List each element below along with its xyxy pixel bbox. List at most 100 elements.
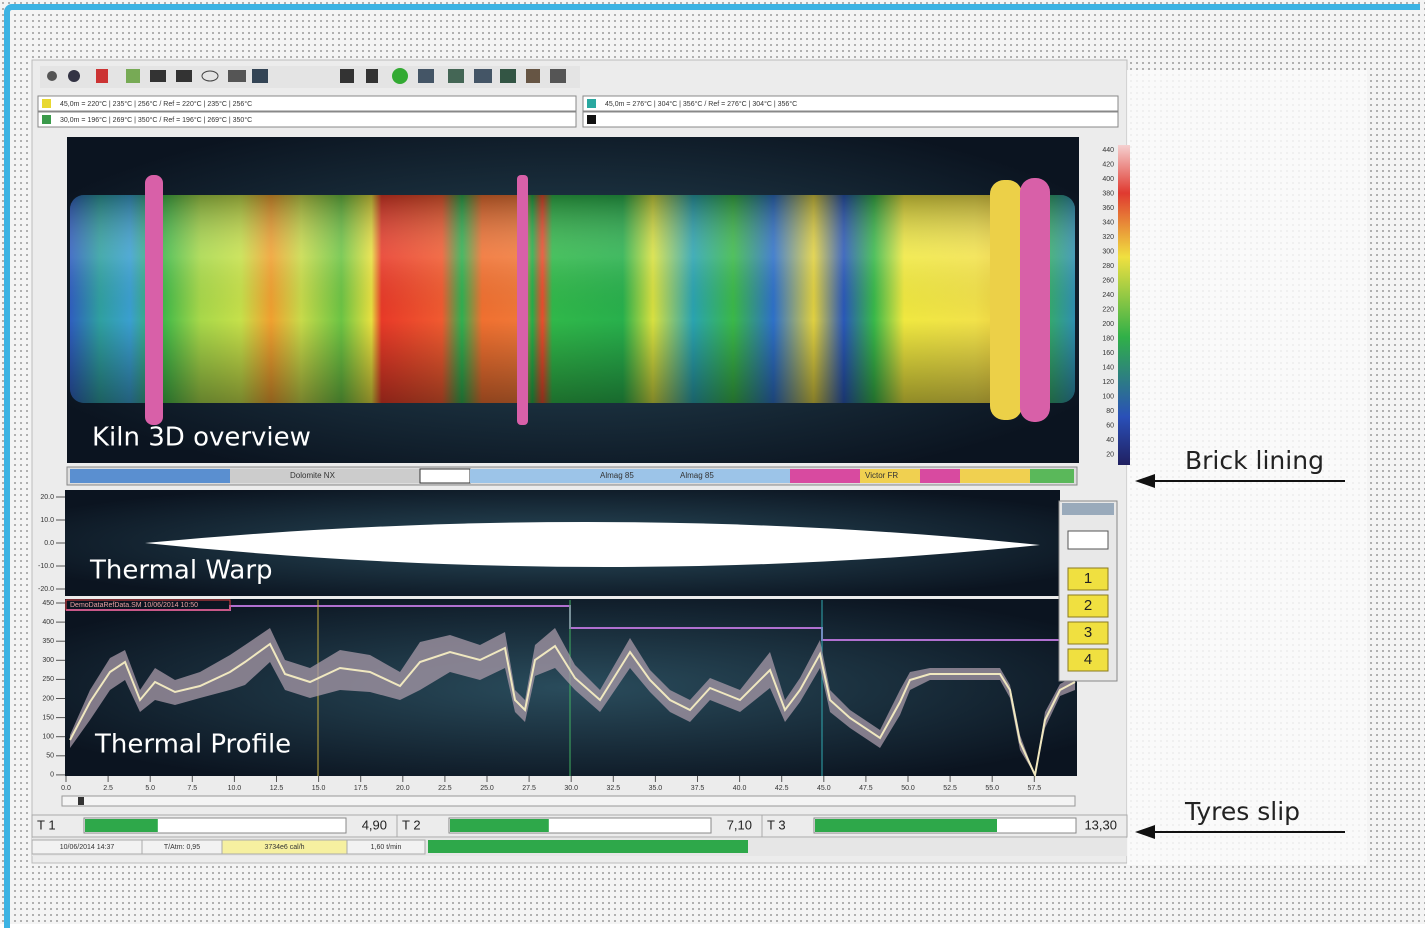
profile-y-tick-label: 350: [42, 638, 54, 645]
zone-button-label[interactable]: 1: [1084, 570, 1092, 587]
brick-lining-strip: Dolomite NX Almag 85 Almag 85 Victor FR: [67, 467, 1077, 485]
profile-header: DemoDataRefData.SM 10/06/2014 10:50: [70, 602, 198, 609]
profile-y-tick-label: 300: [42, 657, 54, 664]
legend-text: 45,0m = 220°C | 235°C | 256°C / Ref = 22…: [60, 100, 252, 108]
brick-label: Victor FR: [865, 471, 898, 480]
scale-tick-label: 100: [1102, 393, 1114, 400]
scale-tick-label: 140: [1102, 364, 1114, 371]
zone-button-label[interactable]: 4: [1084, 651, 1092, 668]
panel-label: Kiln 3D overview: [92, 423, 311, 453]
tool-icon[interactable]: [550, 69, 566, 83]
tyre-ring: [1020, 178, 1050, 422]
slip-value: 7,10: [727, 817, 752, 832]
brick-zone: [960, 469, 1030, 483]
toolbar: [40, 66, 580, 88]
kiln-3d-panel: Kiln 3D overview 44042040038036034032030…: [67, 137, 1130, 465]
legend-swatch: [587, 115, 596, 124]
scale-tick-label: 420: [1102, 161, 1114, 168]
tool-icon[interactable]: [176, 70, 192, 82]
profile-x-tick-label: 20.0: [396, 785, 410, 792]
brick-label: Almag 85: [680, 471, 714, 480]
tyre-ring: [517, 175, 528, 425]
toolbar-bg: [40, 66, 580, 88]
zone-button-label[interactable]: 3: [1084, 624, 1092, 641]
scale-tick-label: 320: [1102, 234, 1114, 241]
scale-tick-label: 280: [1102, 263, 1114, 270]
profile-x-tick-label: 12.5: [270, 785, 284, 792]
brick-label: Dolomite NX: [290, 471, 336, 480]
tool-icon[interactable]: [448, 69, 464, 83]
slip-label: T 1: [37, 817, 56, 832]
profile-x-tick-label: 15.0: [312, 785, 326, 792]
tool-icon[interactable]: [392, 68, 408, 84]
profile-y-tick-label: 100: [42, 734, 54, 741]
profile-y-tick-label: 400: [42, 619, 54, 626]
scale-tick-label: 220: [1102, 306, 1114, 313]
scale-tick-label: 260: [1102, 277, 1114, 284]
tool-icon[interactable]: [68, 70, 80, 82]
legend-text: 45,0m = 276°C | 304°C | 356°C / Ref = 27…: [605, 100, 797, 108]
tool-icon[interactable]: [526, 69, 540, 83]
profile-x-tick-label: 25.0: [480, 785, 494, 792]
scale-tick-label: 160: [1102, 350, 1114, 357]
warp-tick-label: 20.0: [40, 494, 54, 501]
scale-tick-label: 20: [1106, 451, 1114, 458]
legend-swatch: [42, 115, 51, 124]
status-text: 1,60 t/min: [371, 844, 402, 851]
profile-x-tick-label: 17.5: [354, 785, 368, 792]
profile-x-tick-label: 32.5: [606, 785, 620, 792]
profile-x-tick-label: 30.0: [564, 785, 578, 792]
tool-icon[interactable]: [340, 69, 354, 83]
slip-label: T 3: [767, 817, 786, 832]
scale-tick-label: 60: [1106, 422, 1114, 429]
kiln-shading: [70, 195, 1075, 403]
brick-zone: [70, 469, 230, 483]
scroll-thumb[interactable]: [78, 797, 84, 805]
tool-icon[interactable]: [96, 69, 108, 83]
zone-button-label[interactable]: 2: [1084, 597, 1092, 614]
legend-swatch: [42, 99, 51, 108]
profile-x-tick-label: 47.5: [859, 785, 873, 792]
slip-gauge-fill: [85, 819, 158, 832]
tool-icon[interactable]: [150, 70, 166, 82]
tool-icon[interactable]: [418, 69, 434, 83]
tool-icon[interactable]: [228, 70, 246, 82]
profile-x-tick-label: 50.0: [901, 785, 915, 792]
scale-tick-label: 300: [1102, 248, 1114, 255]
profile-x-tick-label: 57.5: [1027, 785, 1041, 792]
panel-label: Thermal Profile: [94, 730, 291, 760]
legend-box: [583, 112, 1118, 127]
brick-zone: [1030, 469, 1074, 483]
tool-icon[interactable]: [252, 69, 268, 83]
tool-icon[interactable]: [474, 69, 492, 83]
slip-gauge-fill: [450, 819, 549, 832]
scale-tick-label: 120: [1102, 379, 1114, 386]
tool-icon[interactable]: [47, 71, 57, 81]
profile-x-tick-label: 27.5: [522, 785, 536, 792]
tool-icon[interactable]: [366, 69, 378, 83]
slip-value: 13,30: [1084, 817, 1117, 832]
slip-gauge-fill: [815, 819, 997, 832]
status-text: T/Atm: 0,95: [164, 844, 200, 851]
button-select[interactable]: [1068, 531, 1108, 549]
profile-y-tick-label: 50: [46, 753, 54, 760]
scrollbar[interactable]: [62, 796, 1075, 806]
warp-tick-label: 0.0: [44, 540, 54, 547]
profile-x-tick-label: 0.0: [61, 785, 71, 792]
status-text: 3734e6 cal/h: [264, 844, 304, 851]
profile-x-tick-label: 40.0: [733, 785, 747, 792]
thermal-profile-panel: DemoDataRefData.SM 10/06/2014 10:50 Ther…: [42, 599, 1077, 806]
profile-x-tick-label: 37.5: [691, 785, 705, 792]
profile-x-tick-label: 42.5: [775, 785, 789, 792]
profile-x-tick-label: 45.0: [817, 785, 831, 792]
tool-icon[interactable]: [500, 69, 516, 83]
tool-icon[interactable]: [126, 69, 140, 83]
scale-tick-label: 40: [1106, 437, 1114, 444]
warp-tick-label: -10.0: [38, 563, 54, 570]
profile-x-tick-label: 2.5: [103, 785, 113, 792]
status-progress: [428, 840, 748, 853]
profile-y-tick-label: 450: [42, 600, 54, 607]
brick-zone: [420, 469, 470, 483]
